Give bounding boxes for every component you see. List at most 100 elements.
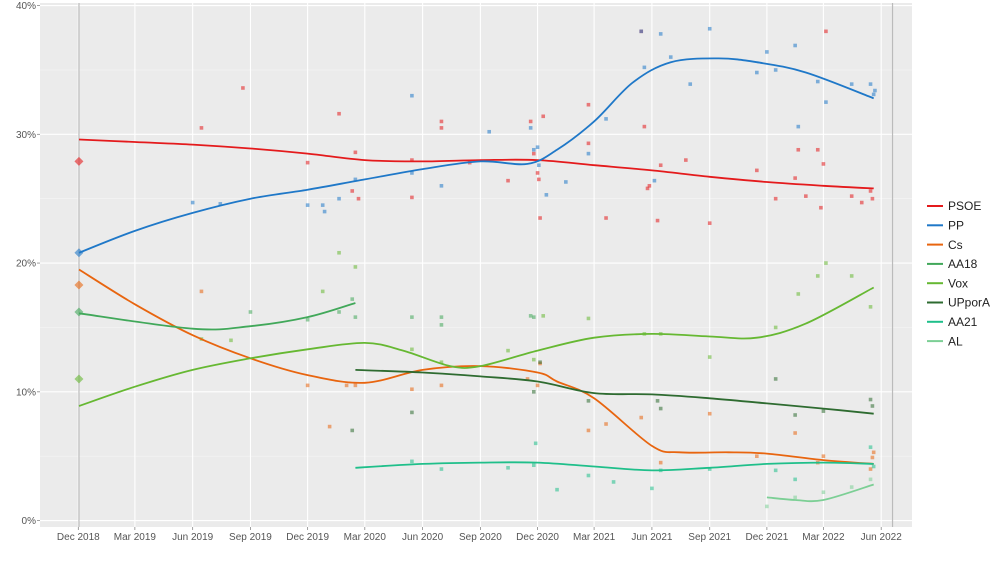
poll-point-cs bbox=[870, 455, 875, 460]
poll-point-cs bbox=[353, 383, 358, 388]
poll-point-pp bbox=[218, 202, 223, 206]
poll-point-pp bbox=[535, 145, 540, 149]
poll-point-cs bbox=[199, 289, 204, 294]
trend-line-psoe bbox=[78, 138, 874, 190]
poll-point-al bbox=[849, 485, 854, 489]
legend-label: PSOE bbox=[948, 199, 981, 213]
y-tick-label: 20% bbox=[16, 259, 36, 270]
poll-point-psoe bbox=[824, 29, 828, 34]
poll-point-psoe bbox=[353, 150, 358, 155]
poll-point-cs bbox=[439, 383, 444, 388]
poll-point-uppora bbox=[410, 410, 414, 415]
poll-point-aa21 bbox=[611, 480, 616, 484]
poll-point-cs bbox=[525, 377, 530, 381]
poll-point-pp bbox=[871, 92, 876, 97]
y-tick-label: 0% bbox=[22, 516, 37, 527]
poll-point-psoe bbox=[868, 189, 873, 193]
axes: 0% 10% 20% 30% 40% Dec 2018 Mar 2019 Jun 2019 Se… bbox=[16, 1, 902, 543]
plot-background bbox=[40, 3, 912, 527]
poll-point-cs bbox=[410, 387, 414, 392]
poll-point-psoe bbox=[199, 126, 204, 130]
poll-point-cs bbox=[604, 422, 608, 426]
poll-point-vox bbox=[707, 355, 712, 359]
legend-item-aa18[interactable]: AA18 bbox=[927, 257, 978, 271]
poll-point-cs bbox=[755, 454, 759, 458]
poll-point-aa18 bbox=[439, 315, 444, 319]
poll-point-uppora bbox=[658, 406, 663, 411]
poll-point-uppora bbox=[655, 399, 660, 403]
poll-point-psoe bbox=[684, 158, 688, 162]
reference-lines bbox=[78, 3, 894, 527]
legend-item-cs[interactable]: Cs bbox=[927, 238, 963, 252]
poll-point-aa18 bbox=[353, 315, 358, 319]
poll-point-al bbox=[821, 490, 826, 495]
poll-point-uppora bbox=[868, 397, 873, 402]
poll-point-psoe bbox=[538, 216, 542, 220]
legend-item-pp[interactable]: PP bbox=[927, 219, 964, 233]
poll-point-uppora bbox=[350, 428, 355, 433]
legend-item-psoe[interactable]: PSOE bbox=[927, 199, 981, 213]
legend[interactable]: PSOE PP Cs AA18 Vox UPporA AA21 AL bbox=[927, 199, 990, 348]
legend-item-aa21[interactable]: AA21 bbox=[927, 315, 978, 329]
poll-point-psoe bbox=[645, 186, 650, 191]
legend-item-al[interactable]: AL bbox=[927, 334, 963, 348]
poll-points bbox=[190, 26, 877, 509]
x-tick-label: Sep 2021 bbox=[688, 532, 731, 543]
poll-point-vox bbox=[439, 360, 444, 365]
poll-point-pp bbox=[652, 178, 657, 183]
poll-point-pp bbox=[528, 126, 533, 130]
poll-point-aa21 bbox=[531, 463, 536, 468]
poll-point-cs bbox=[639, 415, 644, 420]
poll-point-psoe bbox=[707, 221, 712, 225]
poll-point-psoe bbox=[796, 147, 801, 152]
poll-point-psoe bbox=[804, 194, 808, 198]
y-tick-label: 10% bbox=[16, 387, 36, 398]
poll-point-aa21 bbox=[506, 465, 510, 470]
legend-label: AA21 bbox=[948, 315, 978, 329]
poll-point-al bbox=[868, 477, 873, 482]
legend-item-uppora[interactable]: UPporA bbox=[927, 296, 990, 310]
poll-point-pp bbox=[824, 100, 828, 104]
x-tick-label: Jun 2019 bbox=[172, 532, 214, 543]
poll-point-pp bbox=[815, 79, 820, 84]
x-tick-label: Sep 2019 bbox=[229, 532, 272, 543]
poll-point-cs bbox=[707, 411, 712, 416]
poll-point-aa18 bbox=[439, 323, 444, 327]
x-tick-label: Dec 2021 bbox=[745, 532, 788, 543]
poll-point-vox bbox=[541, 314, 546, 318]
poll-point-vox bbox=[337, 250, 341, 255]
x-tick-label: Mar 2020 bbox=[344, 532, 387, 543]
poll-point-uppora bbox=[870, 404, 875, 408]
poll-point-pp bbox=[320, 203, 325, 207]
poll-point-psoe bbox=[528, 119, 533, 124]
poll-point-pp bbox=[658, 32, 663, 36]
poll-point-psoe bbox=[506, 178, 510, 183]
poll-point-pp bbox=[604, 117, 608, 121]
legend-label: Cs bbox=[948, 238, 963, 252]
poll-point-vox bbox=[353, 265, 358, 269]
poll-point-aa18 bbox=[350, 297, 355, 301]
y-tick-label: 30% bbox=[16, 130, 36, 141]
trend-line-pp bbox=[78, 57, 875, 254]
poll-point-pp bbox=[544, 193, 549, 197]
poll-point-psoe bbox=[604, 216, 608, 220]
poll-point-psoe bbox=[541, 114, 546, 119]
poll-point-aa18 bbox=[410, 315, 414, 319]
poll-point-vox bbox=[320, 289, 325, 294]
legend-item-vox[interactable]: Vox bbox=[927, 276, 968, 290]
poll-point-psoe bbox=[439, 126, 444, 130]
poll-point-cs bbox=[821, 454, 826, 458]
poll-point-pp bbox=[337, 196, 341, 201]
election-result-cs bbox=[74, 280, 84, 290]
poll-point-cs bbox=[535, 383, 540, 388]
poll-point-aa21 bbox=[871, 464, 876, 469]
poll-point-aa21 bbox=[439, 467, 444, 471]
poll-point-cs bbox=[871, 450, 876, 455]
poll-point-cs bbox=[305, 383, 310, 388]
poll-point-psoe bbox=[655, 218, 660, 223]
poll-point-aa18 bbox=[248, 310, 253, 314]
legend-label: PP bbox=[948, 219, 964, 233]
poll-point-pp bbox=[765, 50, 769, 54]
poll-point-psoe bbox=[859, 200, 864, 205]
